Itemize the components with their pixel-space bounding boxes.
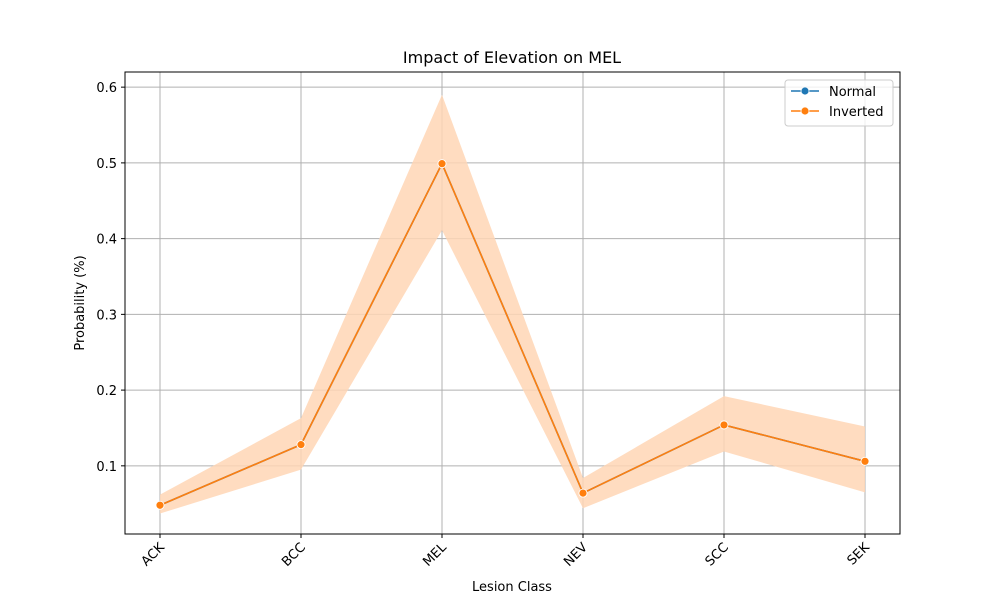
data-point-inverted — [296, 440, 306, 450]
confidence-bands — [160, 94, 865, 514]
y-axis-label: Probability (%) — [73, 255, 88, 350]
data-point-inverted — [578, 488, 588, 498]
x-axis-label: Lesion Class — [472, 580, 552, 595]
data-point-inverted — [860, 456, 870, 466]
series-line-inverted — [159, 161, 866, 506]
legend-marker-inverted — [800, 106, 810, 116]
data-point-inverted — [155, 500, 165, 510]
x-axis-ticks: ACK BCC MEL NEV SCC SEK — [139, 534, 874, 570]
legend-marker-normal — [800, 86, 810, 96]
y-tick-label: 0.4 — [96, 233, 117, 248]
data-point-inverted — [437, 159, 447, 169]
data-point-inverted — [719, 420, 729, 430]
x-tick-label: NEV — [561, 540, 591, 570]
y-tick-label: 0.6 — [96, 81, 117, 96]
y-tick-label: 0.5 — [96, 157, 117, 172]
plot-frame — [124, 71, 901, 535]
x-tick-label: BCC — [279, 540, 309, 570]
y-axis-ticks: 0.1 0.2 0.3 0.4 0.5 0.6 — [96, 81, 125, 475]
confidence-band-inverted — [160, 94, 865, 514]
y-tick-label: 0.1 — [96, 460, 117, 475]
x-tick-label: MEL — [420, 540, 450, 570]
x-tick-label: ACK — [139, 540, 169, 570]
chart-title: Impact of Elevation on MEL — [403, 48, 621, 67]
legend: Normal Inverted — [784, 79, 894, 127]
legend-label-normal: Normal — [829, 85, 876, 100]
y-tick-label: 0.2 — [96, 384, 117, 399]
legend-label-inverted: Inverted — [829, 105, 883, 120]
series-lines — [159, 161, 866, 506]
y-tick-label: 0.3 — [96, 308, 117, 323]
x-tick-label: SEK — [845, 540, 874, 569]
series-points — [155, 159, 870, 510]
x-tick-label: SCC — [703, 540, 732, 569]
